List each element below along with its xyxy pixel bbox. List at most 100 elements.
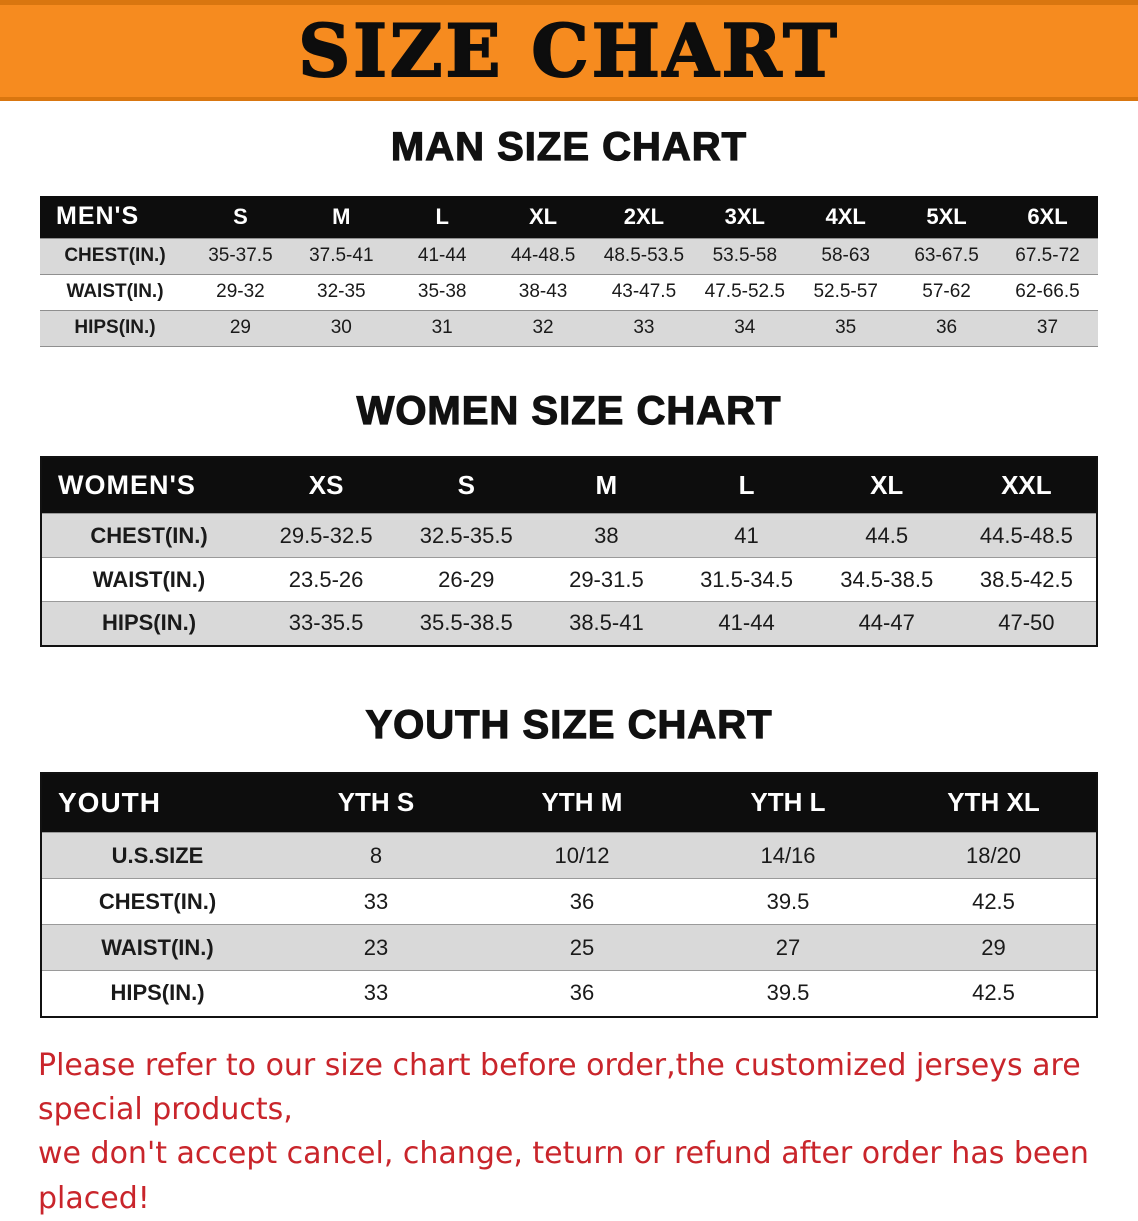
measurement-value: 31.5-34.5 [676,558,816,602]
measurement-label: U.S.SIZE [41,833,273,879]
measurement-value: 41-44 [392,238,493,274]
measurement-value: 36 [479,971,685,1017]
measurement-value: 35 [795,310,896,346]
women-heading: WOMEN SIZE CHART [0,389,1138,434]
size-column-header: S [396,457,536,514]
size-column-header: M [536,457,676,514]
measurement-value: 42.5 [891,879,1097,925]
measurement-value: 62-66.5 [997,274,1098,310]
size-column-header: L [676,457,816,514]
measurement-label: WAIST(IN.) [40,274,190,310]
table-title-cell: MEN'S [40,196,190,238]
measurement-value: 32.5-35.5 [396,514,536,558]
measurement-label: HIPS(IN.) [40,310,190,346]
measurement-value: 39.5 [685,879,891,925]
measurement-value: 35-38 [392,274,493,310]
measurement-value: 41-44 [676,602,816,646]
size-column-header: XS [256,457,396,514]
measurement-value: 47-50 [957,602,1097,646]
measurement-value: 33 [273,971,479,1017]
measurement-label: CHEST(IN.) [41,514,256,558]
measurement-value: 36 [896,310,997,346]
size-column-header: YTH XL [891,773,1097,833]
measurement-value: 63-67.5 [896,238,997,274]
measurement-value: 25 [479,925,685,971]
table-title-cell: WOMEN'S [41,457,256,514]
measurement-value: 35.5-38.5 [396,602,536,646]
measurement-value: 32 [493,310,594,346]
size-column-header: 2XL [594,196,695,238]
measurement-value: 30 [291,310,392,346]
measurement-label: CHEST(IN.) [40,238,190,274]
measurement-label: HIPS(IN.) [41,971,273,1017]
measurement-value: 36 [479,879,685,925]
measurement-value: 33 [273,879,479,925]
measurement-value: 14/16 [685,833,891,879]
measurement-value: 18/20 [891,833,1097,879]
measurement-value: 44-47 [817,602,957,646]
size-column-header: 4XL [795,196,896,238]
measurement-value: 44.5 [817,514,957,558]
measurement-label: CHEST(IN.) [41,879,273,925]
measurement-value: 37 [997,310,1098,346]
measurement-label: HIPS(IN.) [41,602,256,646]
measurement-value: 43-47.5 [594,274,695,310]
measurement-label: WAIST(IN.) [41,925,273,971]
measurement-value: 58-63 [795,238,896,274]
size-column-header: XL [817,457,957,514]
measurement-value: 52.5-57 [795,274,896,310]
measurement-value: 29 [891,925,1097,971]
measurement-value: 35-37.5 [190,238,291,274]
measurement-value: 38.5-41 [536,602,676,646]
measurement-value: 37.5-41 [291,238,392,274]
disclaimer: Please refer to our size chart before or… [0,1044,1138,1221]
men-heading: MAN SIZE CHART [0,125,1138,170]
measurement-value: 44-48.5 [493,238,594,274]
measurement-value: 53.5-58 [694,238,795,274]
measurement-value: 31 [392,310,493,346]
measurement-value: 44.5-48.5 [957,514,1097,558]
size-column-header: 6XL [997,196,1098,238]
measurement-value: 67.5-72 [997,238,1098,274]
measurement-value: 29 [190,310,291,346]
size-column-header: YTH L [685,773,891,833]
measurement-value: 26-29 [396,558,536,602]
measurement-value: 38.5-42.5 [957,558,1097,602]
page-title: SIZE CHART [298,15,840,87]
measurement-value: 32-35 [291,274,392,310]
measurement-value: 41 [676,514,816,558]
measurement-label: WAIST(IN.) [41,558,256,602]
disclaimer-line-2: we don't accept cancel, change, teturn o… [38,1132,1100,1221]
measurement-value: 39.5 [685,971,891,1017]
size-column-header: 5XL [896,196,997,238]
disclaimer-line-1: Please refer to our size chart before or… [38,1044,1100,1133]
size-column-header: S [190,196,291,238]
measurement-value: 34.5-38.5 [817,558,957,602]
table-title-cell: YOUTH [41,773,273,833]
size-column-header: 3XL [694,196,795,238]
size-column-header: XXL [957,457,1097,514]
size-column-header: XL [493,196,594,238]
measurement-value: 57-62 [896,274,997,310]
measurement-value: 23 [273,925,479,971]
measurement-value: 38 [536,514,676,558]
size-column-header: YTH S [273,773,479,833]
